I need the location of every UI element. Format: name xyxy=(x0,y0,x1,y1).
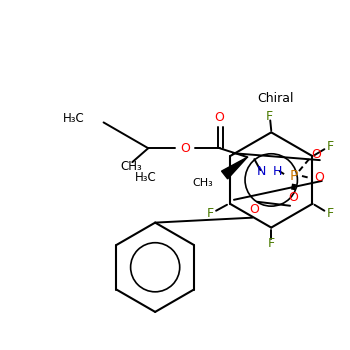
Text: CH₃: CH₃ xyxy=(192,178,213,188)
Text: O: O xyxy=(250,203,259,216)
Text: O: O xyxy=(180,142,190,155)
Text: H: H xyxy=(273,164,282,177)
Text: F: F xyxy=(266,110,273,123)
Text: F: F xyxy=(327,207,334,220)
Polygon shape xyxy=(222,157,247,179)
Text: Chiral: Chiral xyxy=(257,92,294,105)
Text: N: N xyxy=(257,164,266,177)
Text: P: P xyxy=(290,169,298,183)
Text: F: F xyxy=(268,237,275,250)
Text: O: O xyxy=(311,148,321,161)
Text: CH₃: CH₃ xyxy=(120,160,142,173)
Text: H₃C: H₃C xyxy=(63,112,85,125)
Text: O: O xyxy=(215,111,225,124)
Text: O: O xyxy=(288,191,298,204)
Text: F: F xyxy=(327,140,334,153)
Text: O: O xyxy=(314,172,324,184)
Text: H₃C: H₃C xyxy=(135,172,157,184)
Text: F: F xyxy=(206,207,214,220)
